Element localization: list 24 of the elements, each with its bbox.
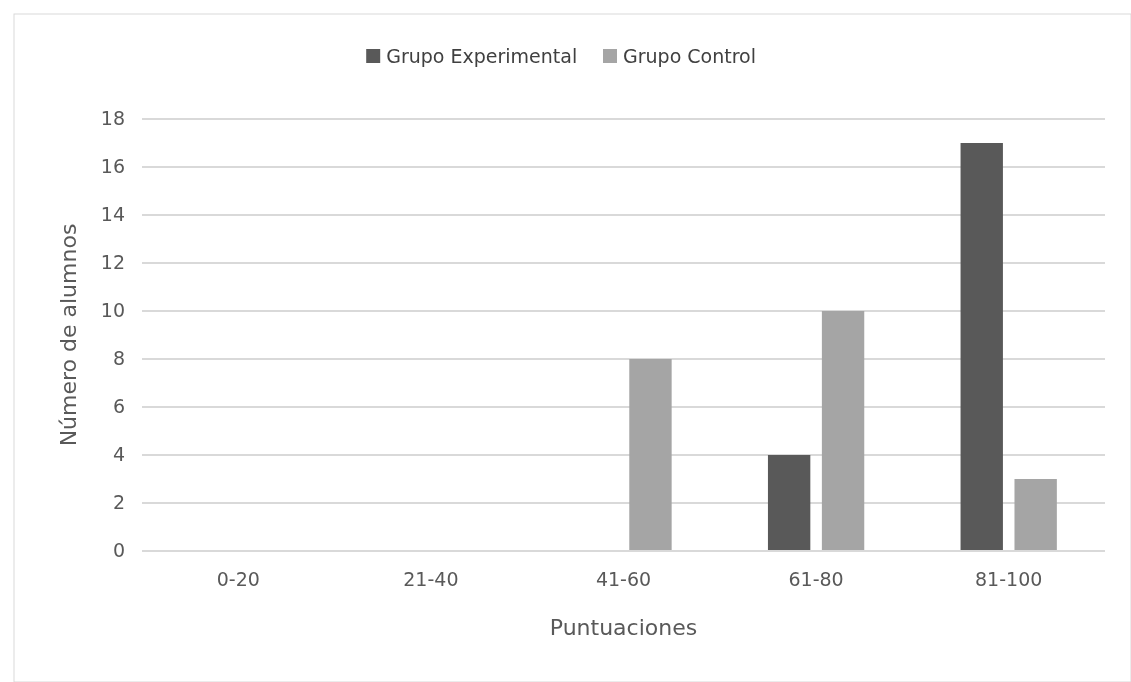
bar bbox=[1014, 479, 1057, 551]
bar bbox=[767, 455, 811, 551]
y-tick-label: 12 bbox=[100, 250, 125, 273]
y-tick-label: 6 bbox=[112, 394, 125, 417]
legend-label: Grupo Experimental bbox=[386, 44, 578, 67]
bar bbox=[960, 143, 1003, 551]
y-tick-label: 2 bbox=[112, 490, 125, 513]
x-tick-label: 61-80 bbox=[788, 568, 844, 590]
y-tick-label: 0 bbox=[112, 538, 125, 561]
y-tick-label: 8 bbox=[112, 346, 125, 369]
legend-label: Grupo Control bbox=[623, 44, 756, 67]
y-tick-label: 10 bbox=[100, 298, 125, 321]
x-tick-label: 41-60 bbox=[595, 568, 652, 590]
bar bbox=[821, 311, 865, 551]
y-tick-label: 14 bbox=[100, 202, 125, 225]
x-axis-title: Puntuaciones bbox=[549, 615, 698, 640]
y-tick-label: 16 bbox=[100, 154, 125, 177]
y-tick-label: 18 bbox=[100, 106, 125, 129]
y-axis-title: Número de alumnos bbox=[56, 223, 81, 447]
x-tick-label: 81-100 bbox=[975, 568, 1043, 590]
bar bbox=[629, 359, 672, 551]
y-tick-label: 4 bbox=[112, 442, 125, 465]
x-tick-label: 0-20 bbox=[216, 568, 260, 590]
x-tick-label: 21-40 bbox=[403, 568, 459, 590]
